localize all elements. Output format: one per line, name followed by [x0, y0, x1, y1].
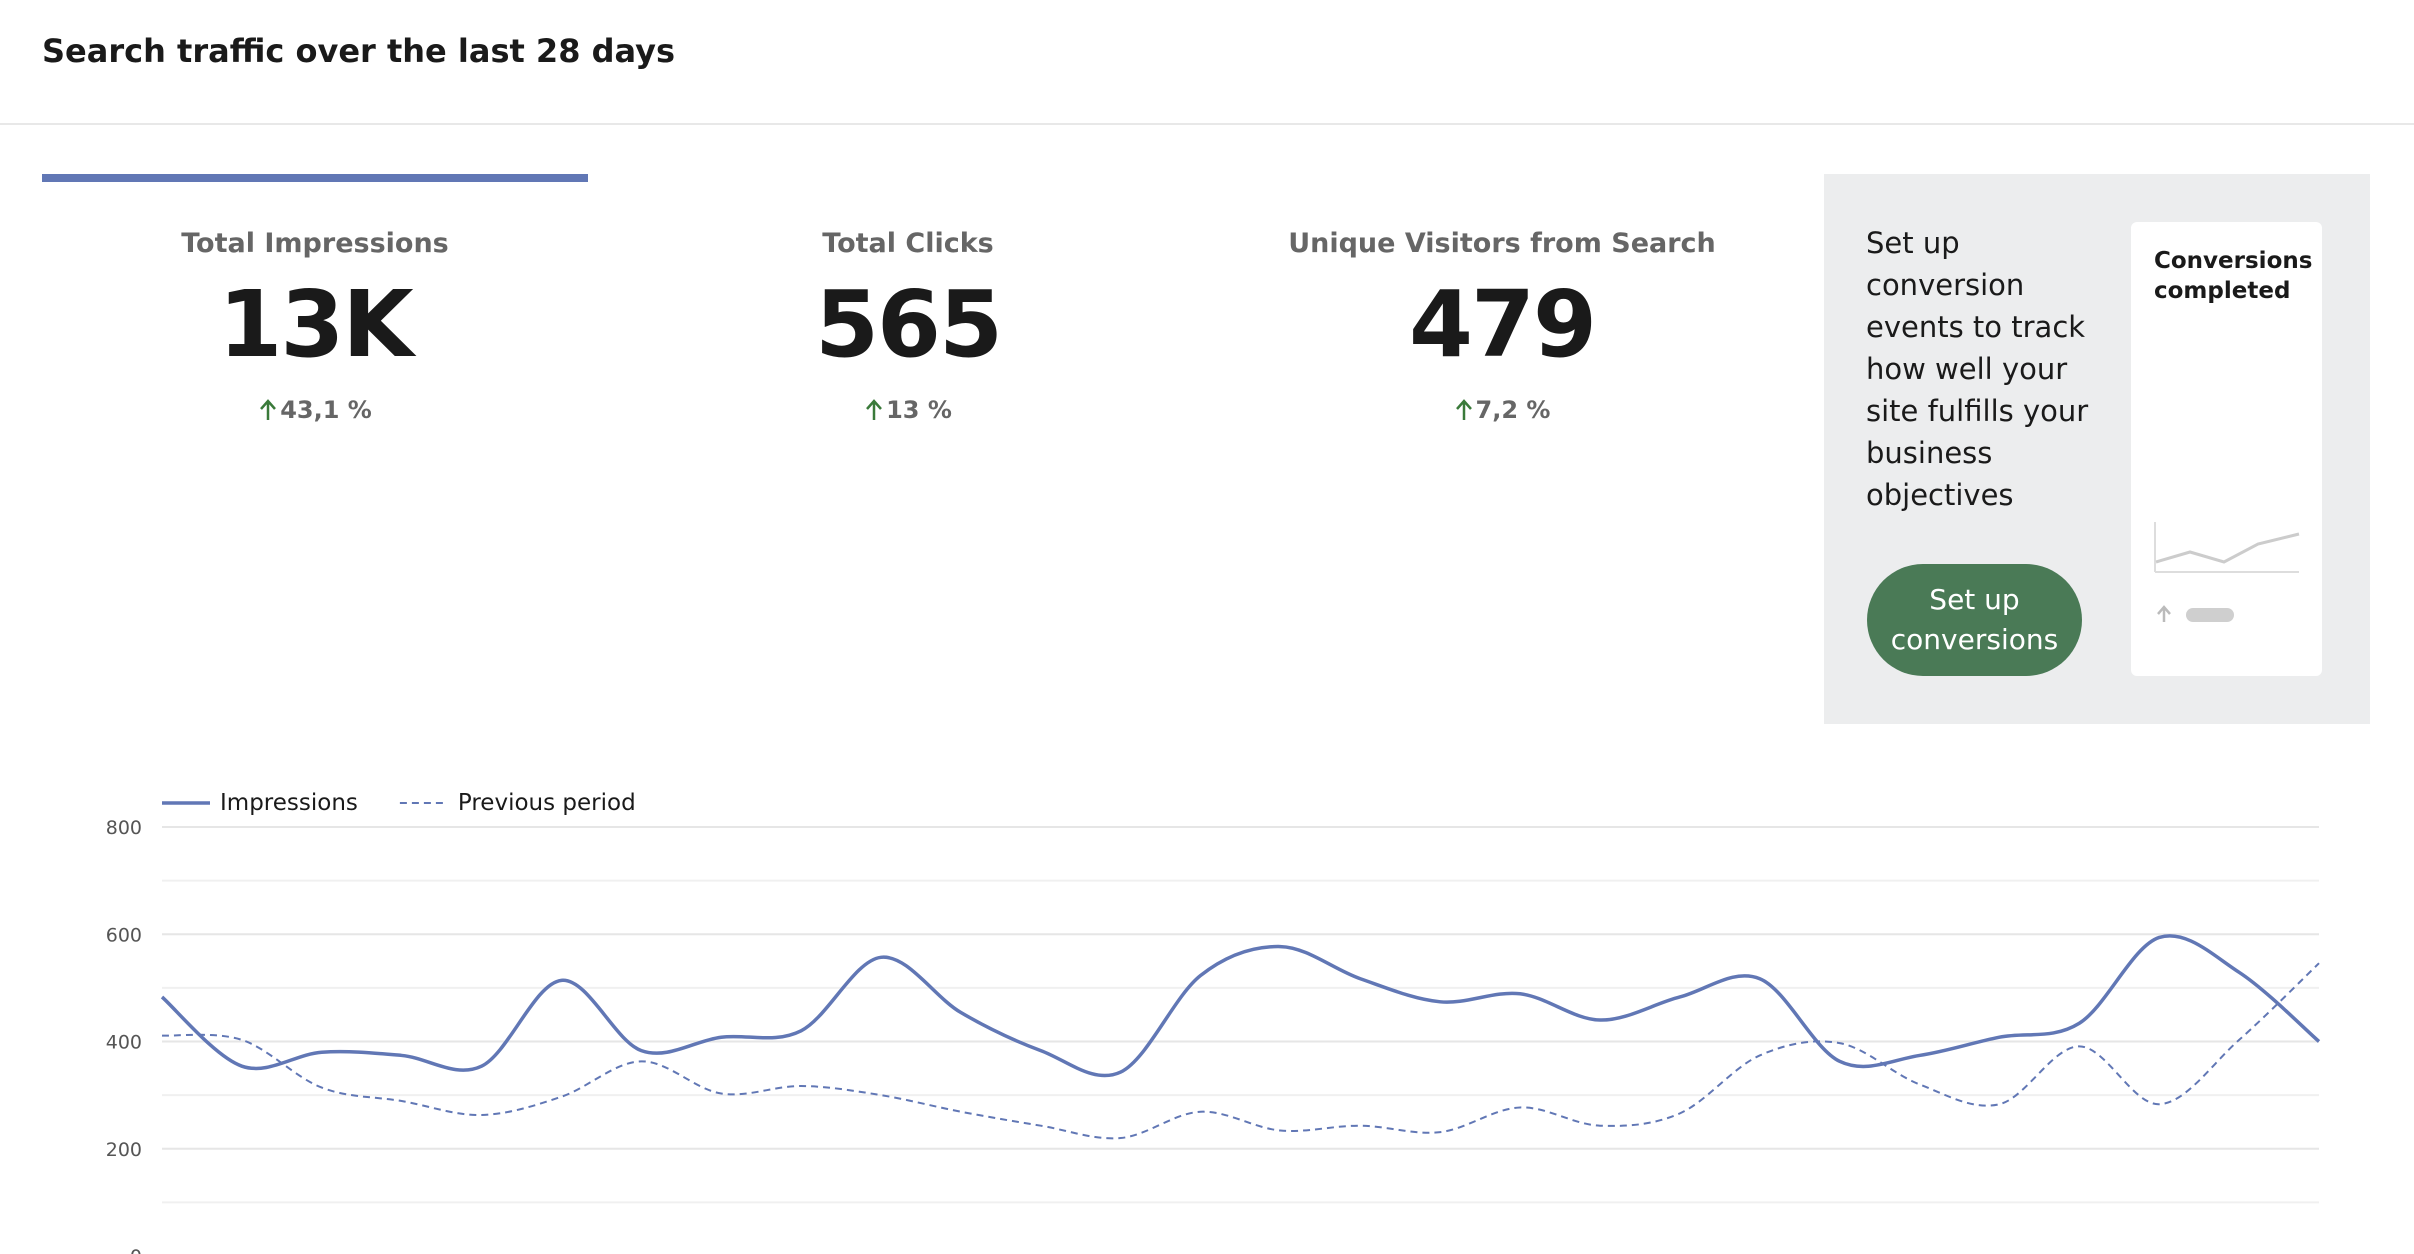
up-arrow [260, 399, 277, 420]
metric-label: Total Clicks [822, 228, 994, 259]
preview-card: Conversions completed [2131, 222, 2322, 676]
series-line [160, 934, 2321, 1078]
up-arrow [866, 399, 883, 420]
page-title: Search traffic over the last 28 days [42, 32, 676, 70]
y-tick-label: 200 [106, 1139, 142, 1161]
metric-label: Total Impressions [181, 228, 449, 259]
card-title: Conversions completed [2154, 248, 2313, 304]
metric-change-value: 7,2 % [1475, 396, 1551, 424]
metric-change: 7,2 % [1222, 396, 1782, 424]
metric-change-value: 13 % [886, 396, 952, 424]
legend-label: Previous period [458, 790, 636, 816]
metric: Unique Visitors from Search 479 7,2 % [1222, 228, 1782, 424]
metric-value: 479 [1408, 271, 1597, 378]
y-tick-label: 400 [106, 1032, 142, 1054]
metric: Total Clicks 565 13 % [628, 228, 1188, 424]
metric-change-value: 43,1 % [280, 396, 372, 424]
active-tab-indicator [42, 174, 588, 182]
promo-text: Set up conversion events to track how we… [1866, 226, 2089, 512]
line-chart: 0 200 400 600 800 Impressions Previous period [106, 790, 2321, 1254]
metric-label: Unique Visitors from Search [1288, 228, 1716, 259]
metric-value: 565 [814, 271, 1003, 378]
metric: Total Impressions 13K 43,1 % [35, 228, 595, 424]
up-arrow [1455, 399, 1472, 420]
y-tick-label: 800 [106, 817, 142, 839]
legend-label: Impressions [220, 790, 358, 816]
divider [0, 123, 2414, 125]
series-line [161, 962, 2320, 1140]
metric-change: 13 % [628, 396, 1188, 424]
preview-sparkline [2154, 522, 2300, 622]
metric-value: 13K [218, 271, 413, 378]
setup-button[interactable]: Set up conversions [1867, 564, 2082, 676]
y-tick-label: 0 [130, 1246, 142, 1254]
promo-panel: Set up conversion events to track how we… [1824, 174, 2370, 724]
y-tick-label: 600 [106, 924, 142, 946]
metric-change: 43,1 % [35, 396, 595, 424]
